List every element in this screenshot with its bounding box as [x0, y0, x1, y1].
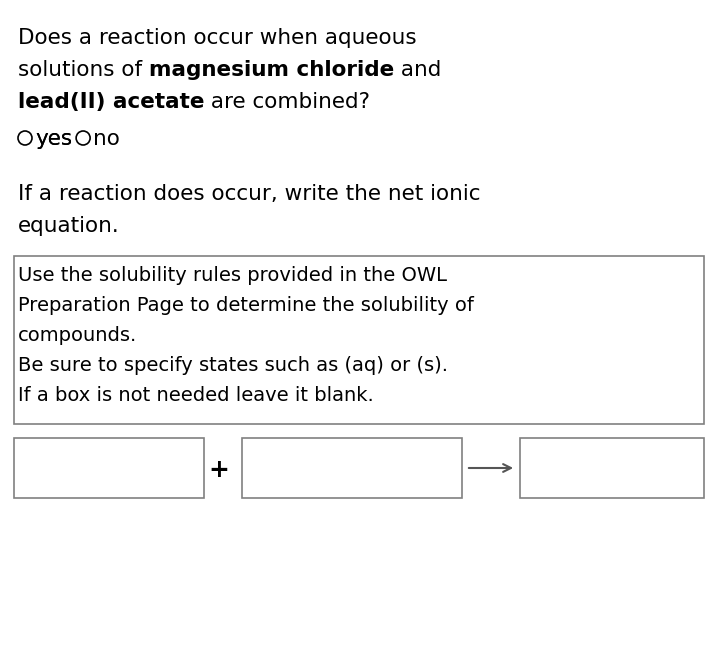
Text: Preparation Page to determine the solubility of: Preparation Page to determine the solubi… [18, 296, 474, 315]
Text: Use the solubility rules provided in the OWL: Use the solubility rules provided in the… [18, 266, 447, 285]
Bar [14, 256, 704, 424]
Text: yes: yes [35, 129, 72, 149]
Text: lead(II) acetate: lead(II) acetate [18, 92, 205, 112]
Text: If a reaction does occur, write the net ionic: If a reaction does occur, write the net … [18, 184, 480, 204]
Text: Does a reaction occur when aqueous: Does a reaction occur when aqueous [18, 28, 416, 48]
Text: and: and [394, 60, 442, 80]
Bar [520, 438, 704, 498]
Text: compounds.: compounds. [18, 326, 137, 345]
Text: equation.: equation. [18, 216, 120, 236]
Text: +: + [208, 458, 230, 482]
Text: If a box is not needed leave it blank.: If a box is not needed leave it blank. [18, 386, 374, 405]
Bar [242, 438, 462, 498]
Text: Be sure to specify states such as (aq) or (s).: Be sure to specify states such as (aq) o… [18, 356, 448, 375]
Text: solutions of: solutions of [18, 60, 149, 80]
Bar [14, 438, 204, 498]
Text: magnesium chloride: magnesium chloride [149, 60, 394, 80]
Text: yes: yes [35, 129, 72, 149]
Text: are combined?: are combined? [205, 92, 370, 112]
Text: no: no [93, 129, 120, 149]
